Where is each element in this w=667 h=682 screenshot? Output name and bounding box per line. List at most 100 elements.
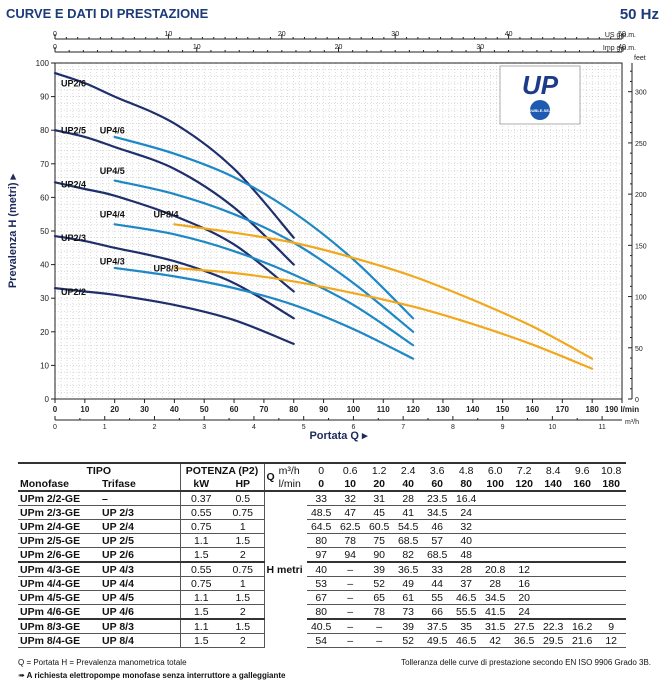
cell-h-value: – [335, 576, 365, 591]
page-title: CURVE E DATI DI PRESTAZIONE [6, 6, 209, 21]
cell-h-value: 54 [306, 633, 336, 648]
cell-hp: 1.5 [222, 533, 264, 548]
cell-h-value: 49.5 [422, 633, 452, 648]
cell-h-value [567, 561, 597, 577]
header-lmin-value: 20 [373, 477, 386, 490]
cell-h-value: 21.6 [567, 633, 597, 648]
header-m3h-value: 8.4 [538, 462, 568, 477]
cell-kw: 1.1 [179, 590, 222, 605]
cell-h-value: 39 [393, 618, 423, 634]
cell-h-value: 33 [422, 561, 452, 577]
table-header-row: Monofase Trifase kW HP l/min 0 10 20 40 60 80 100 12… [18, 477, 626, 491]
header-trifase: Trifase [102, 477, 136, 490]
cell-monofase: UPm 8/4-GE [18, 633, 100, 648]
top-axis-tick-label: 10 [165, 31, 173, 38]
x-tick-label: 0 [53, 405, 58, 414]
cell-h-value: – [364, 618, 394, 634]
cell-h-value: 28 [393, 490, 423, 506]
cell-kw: 1.1 [179, 618, 222, 634]
cell-h-value: – [335, 590, 365, 605]
cell-h-value [538, 505, 568, 520]
curve-label: UP2/6 [61, 79, 86, 89]
cell-h-value: 90 [364, 547, 394, 562]
cell-h-value [538, 576, 568, 591]
curve-label: UP4/4 [100, 210, 125, 220]
cell-h-value: 20 [509, 590, 539, 605]
cell-h-value: 12 [509, 561, 539, 577]
frequency-label: 50 Hz [619, 6, 659, 23]
feet-tick-label: 250 [635, 141, 647, 148]
x-tick-label: 130 [436, 405, 450, 414]
cell-h-value: 37 [451, 576, 481, 591]
cell-h-value: 37.5 [422, 618, 452, 634]
header-lmin-value: 0 [318, 477, 325, 490]
curve-label: UP2/5 [61, 126, 86, 136]
header-m3h-value: 7.2 [509, 462, 539, 477]
cell-h-value [567, 490, 597, 506]
top-axis-tick-label: 0 [53, 31, 57, 38]
cell-h-value: 97 [306, 547, 336, 562]
table-row: UPm 8/4-GE UP 8/4 1.5 2 54– –52 49.5 46.5 42 36.5… [18, 633, 626, 648]
cell-monofase: UPm 2/5-GE [18, 533, 100, 548]
m3h-tick-label: 8 [451, 424, 455, 431]
cell-h-value: 61 [393, 590, 423, 605]
y-tick-label: 90 [40, 93, 49, 102]
table-row: UPm 2/4-GE UP 2/4 0.75 1 64.5 62.5 60.5 54.5 46 3… [18, 519, 626, 534]
curve-label: UP4/6 [100, 126, 125, 136]
y-tick-label: 0 [45, 395, 50, 404]
curve-label: UP8/4 [153, 210, 178, 220]
cell-monofase: UPm 8/3-GE [18, 618, 100, 634]
cell-h-value: 28 [480, 576, 510, 591]
curve-up2-3 [53, 234, 295, 320]
cell-trifase: UP 2/5 [100, 533, 180, 548]
m3h-tick-label: 7 [401, 424, 405, 431]
feet-tick-label: 100 [635, 295, 647, 302]
cell-h-value: 68.5 [422, 547, 452, 562]
cell-h-value: 57 [422, 533, 452, 548]
header-potenza: POTENZA (P2) [179, 462, 264, 477]
cell-kw: 1.5 [179, 547, 222, 562]
cell-h-value [567, 547, 597, 562]
table-row: UPm 4/5-GE UP 4/5 1.1 1.5 67–65 61 55 46.5 34.5 2… [18, 590, 626, 605]
table-row: UPm 4/4-GE UP 4/4 0.75 1 53–52 49 44 37 28 16 [18, 576, 626, 591]
x-tick-label: 170 [556, 405, 570, 414]
top-axis-tick-label: 0 [53, 44, 57, 51]
x-tick-label: 60 [230, 405, 239, 414]
curve-label: UP4/3 [100, 257, 125, 267]
cell-h-value: 46.5 [451, 633, 481, 648]
cell-h-value: 36.5 [509, 633, 539, 648]
x-tick-label: 180 [585, 405, 599, 414]
m3h-tick-label: 1 [103, 424, 107, 431]
x-tick-label: 40 [170, 405, 179, 414]
x-tick-label: 110 [377, 405, 390, 414]
feet-tick-label: 50 [635, 346, 643, 353]
cell-h-value [596, 576, 626, 591]
cell-h-value [480, 519, 510, 534]
header-lmin-value: 80 [460, 477, 473, 490]
x-tick-label: 150 [496, 405, 510, 414]
table-row: UPm 2/2-GE –0.37 0.5 H metri 33 32 31 28 23.5 16.… [18, 490, 626, 648]
top-axis-tick-label: 40 [505, 31, 513, 38]
cell-monofase: UPm 4/6-GE [18, 604, 100, 619]
m3h-tick-label: 9 [501, 424, 505, 431]
cell-h-value: 40.5 [306, 618, 336, 634]
cell-kw: 0.75 [179, 576, 222, 591]
cell-monofase: UPm 2/2-GE [18, 490, 100, 506]
cell-h-value: 55 [422, 590, 452, 605]
cell-h-value: 80 [306, 533, 336, 548]
cell-h-value: 31.5 [480, 618, 510, 634]
curve-up8-3 [173, 266, 594, 370]
cell-trifase: UP 2/6 [100, 547, 180, 562]
cell-h-value [538, 604, 568, 619]
cell-trifase: UP 2/3 [100, 505, 180, 520]
cell-kw: 0.37 [179, 490, 222, 506]
feet-tick-label: 150 [635, 243, 647, 250]
cell-h-value: 32 [335, 490, 365, 506]
cell-hp: 0.5 [222, 490, 264, 506]
cell-h-value: 80 [306, 604, 336, 619]
top-axis-tick-label: 10 [193, 44, 201, 51]
cell-h-value [509, 547, 539, 562]
cell-h-value [538, 547, 568, 562]
cell-h-value [538, 533, 568, 548]
header-m3h-value: 9.6 [567, 462, 597, 477]
